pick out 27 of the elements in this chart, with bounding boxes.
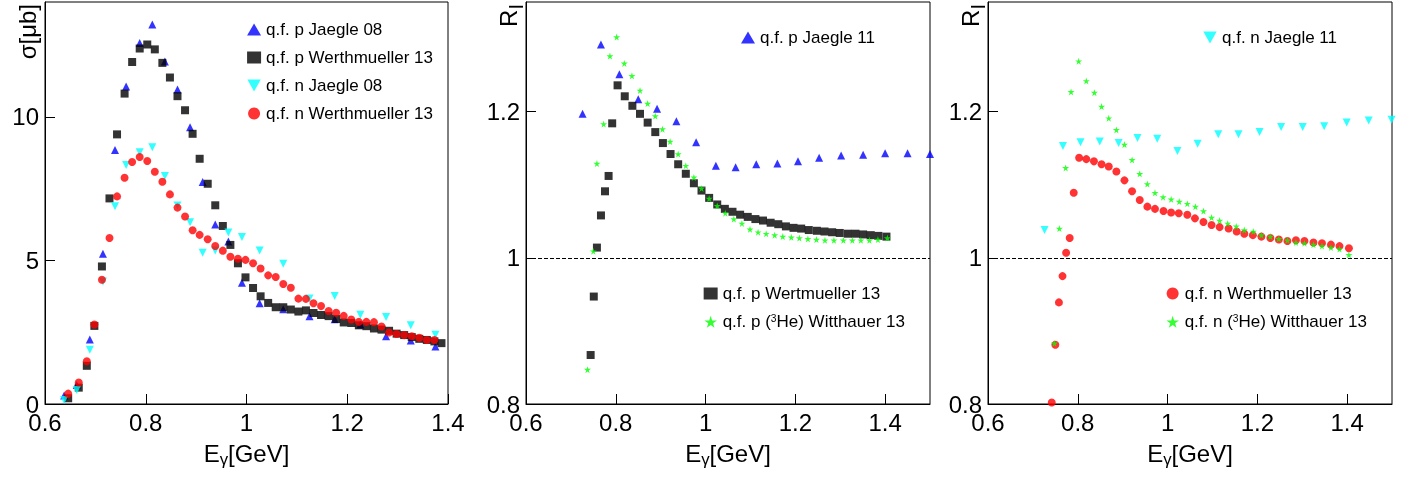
x-tick-label: 0.8 [1061, 408, 1095, 436]
y-tick-label: 5 [25, 246, 39, 274]
legend-label: q.f. p Wertmueller 13 [722, 284, 881, 303]
y-tick-label: 1.2 [948, 98, 982, 126]
legend-label: q.f. n Werthmueller 13 [1184, 284, 1352, 303]
x-tick-label: 1.4 [431, 408, 465, 436]
y-axis-title: σ[μb] [14, 4, 41, 60]
y-tick-label: 1 [506, 244, 520, 272]
legend-label: q.f. p Jaegle 11 [760, 28, 876, 47]
x-tick-label: 1.4 [1330, 408, 1364, 436]
legend-label: q.f. n Werthmueller 13 [266, 104, 434, 123]
legend-label: q.f. p Jaegle 08 [266, 20, 383, 39]
y-tick-label: 1 [968, 244, 982, 272]
x-tick-label: 1.2 [330, 408, 364, 436]
legend-label: q.f. n Jaegle 08 [266, 76, 383, 95]
x-tick-label: 0.8 [599, 408, 633, 436]
x-tick-label: 1.2 [778, 408, 813, 436]
y-tick-label: 1.2 [486, 98, 520, 126]
x-tick-label: 0.8 [129, 408, 163, 436]
x-tick-label: 1 [1160, 408, 1175, 436]
x-tick-label: 1.2 [1240, 408, 1275, 436]
legend-label: q.f. n Jaegle 11 [1222, 28, 1338, 47]
y-tick-label: 10 [12, 103, 39, 131]
x-tick-label: 1 [239, 408, 254, 436]
legend-label: q.f. p Werthmueller 13 [266, 48, 434, 67]
x-tick-label: 1.4 [868, 408, 902, 436]
x-tick-label: 1 [698, 408, 713, 436]
